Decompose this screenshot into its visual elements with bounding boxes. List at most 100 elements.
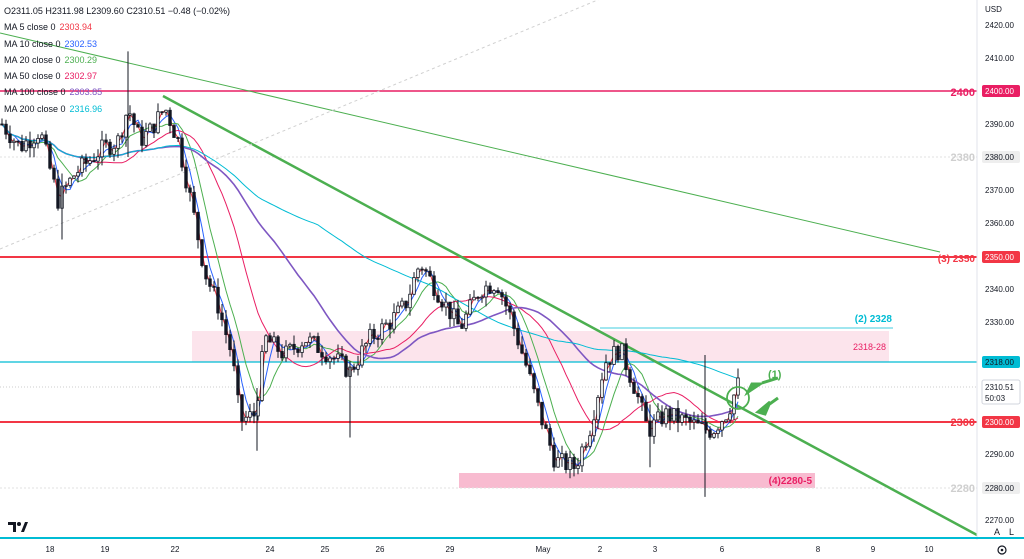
- candle: [184, 159, 188, 193]
- candle-body: [136, 124, 140, 128]
- candle-body: [208, 278, 212, 287]
- candle: [100, 130, 104, 166]
- price-tick: 2270.00: [985, 516, 1014, 525]
- candle-body: [724, 419, 728, 423]
- candle: [168, 107, 172, 134]
- price-tick: 2340.00: [985, 285, 1014, 294]
- candle-body: [68, 177, 72, 186]
- candle-body: [320, 352, 324, 358]
- candle: [272, 331, 276, 343]
- candle-body: [292, 343, 296, 350]
- ma50-line: [1, 123, 739, 431]
- price-tag-2350-text: 2350.00: [985, 253, 1014, 262]
- candle-body: [456, 308, 460, 325]
- legend-ma20[interactable]: MA 20 close 0 2300.29: [4, 54, 98, 65]
- candle: [708, 426, 712, 440]
- legend-ma50[interactable]: MA 50 close 0 2302.97: [4, 71, 98, 82]
- candle: [332, 355, 336, 365]
- candle-body: [636, 393, 640, 398]
- candle-body: [468, 299, 472, 315]
- candle: [252, 402, 256, 424]
- level-label-2380: 2380: [951, 152, 975, 164]
- candle-body: [0, 123, 4, 126]
- candle: [388, 319, 392, 339]
- candle: [340, 345, 344, 361]
- candle: [404, 300, 408, 312]
- candle: [24, 136, 28, 153]
- candle-body: [132, 113, 136, 126]
- candle-body: [408, 293, 412, 309]
- candle-body: [128, 113, 132, 116]
- legend-ma5[interactable]: MA 5 close 0 2303.94: [4, 22, 93, 33]
- candle: [124, 114, 128, 147]
- legend-ma100[interactable]: MA 100 close 0 2303.85: [4, 87, 103, 98]
- time-tick: 29: [446, 545, 455, 554]
- candle-body: [180, 137, 184, 168]
- candle-body: [432, 275, 436, 296]
- candle: [284, 340, 288, 362]
- candle: [132, 112, 136, 133]
- legend-ma200[interactable]: MA 200 close 0 2316.96: [4, 103, 103, 114]
- candle-body: [264, 335, 268, 352]
- long-trendline: [0, 32, 941, 253]
- candle: [180, 133, 184, 172]
- candle: [536, 388, 540, 407]
- candle-body: [344, 355, 348, 377]
- candle: [308, 332, 312, 348]
- candle-body: [196, 211, 200, 241]
- candle: [52, 164, 56, 183]
- candle: [120, 132, 124, 143]
- candle-body: [472, 296, 476, 301]
- logo-part-3: [21, 522, 28, 532]
- candle: [488, 282, 492, 295]
- time-tick: 24: [266, 545, 275, 554]
- candle-body: [488, 285, 492, 294]
- candles-layer: [0, 51, 740, 497]
- candle-body: [624, 343, 628, 371]
- candle-body: [536, 388, 540, 403]
- candle: [448, 301, 452, 328]
- candle-body: [36, 138, 40, 144]
- candle-body: [164, 109, 168, 113]
- candle-body: [340, 353, 344, 357]
- candle-body: [268, 335, 272, 343]
- candle: [92, 153, 96, 163]
- candle: [236, 359, 240, 404]
- candle-body: [628, 369, 632, 383]
- candle-body: [544, 424, 548, 429]
- candle: [276, 335, 280, 358]
- candle-body: [584, 445, 588, 448]
- candle: [128, 105, 132, 122]
- candle-body: [480, 296, 484, 299]
- candle-body: [444, 301, 448, 308]
- ma100-line: [1, 123, 739, 418]
- legend-ma10[interactable]: MA 10 close 0 2302.53: [4, 38, 98, 49]
- candle-body: [212, 285, 216, 288]
- candle: [576, 457, 580, 475]
- candle: [700, 412, 704, 425]
- candle: [368, 323, 372, 347]
- candle-body: [412, 277, 416, 295]
- price-tag-2300-text: 2300.00: [985, 418, 1014, 427]
- candle: [460, 317, 464, 330]
- candle: [200, 239, 204, 268]
- candle: [736, 368, 740, 400]
- gear-icon[interactable]: [997, 545, 1007, 555]
- ma10-line: [1, 114, 739, 467]
- candle: [224, 310, 228, 344]
- candle: [504, 291, 508, 315]
- price-tick: 2370.00: [985, 186, 1014, 195]
- candle: [684, 409, 688, 426]
- log-scale-button: L: [1009, 527, 1014, 537]
- candle: [136, 121, 140, 128]
- candle-body: [84, 157, 88, 164]
- candle: [48, 140, 52, 170]
- candle: [12, 138, 16, 151]
- annotation-layer: [726, 376, 779, 416]
- time-tick: 8: [816, 545, 821, 554]
- candle-body: [112, 147, 116, 155]
- current-price-tag: [981, 379, 1021, 405]
- candle-body: [304, 342, 308, 347]
